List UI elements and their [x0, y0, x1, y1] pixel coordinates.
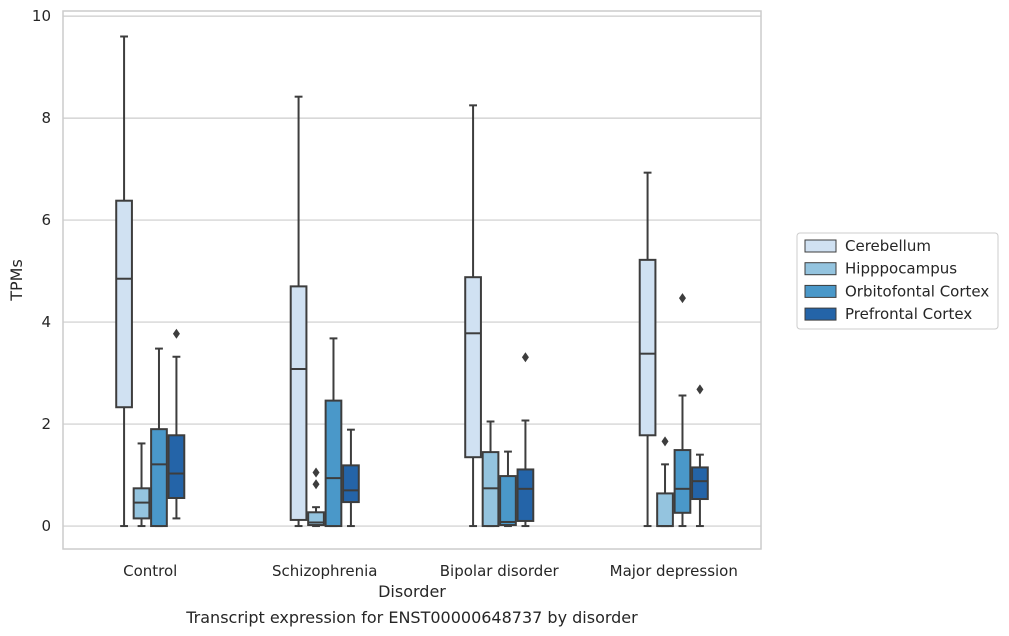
legend-swatch — [804, 284, 837, 298]
box-iqr — [324, 399, 343, 528]
box-orbitofontal-cortex — [324, 337, 343, 528]
legend-swatch — [804, 307, 837, 321]
box-iqr — [342, 464, 360, 504]
box-iqr — [289, 285, 308, 521]
legend-label: Cerebellum — [845, 237, 931, 255]
y-tick-label: 0 — [41, 517, 51, 535]
legend-frame — [796, 232, 999, 330]
outlier-point — [678, 293, 686, 304]
box-orbitofontal-cortex — [673, 293, 692, 528]
x-tick-labels: Control Schizophrenia Bipolar disorder Majo… — [123, 562, 738, 580]
y-tick-labels: 0 2 4 6 8 10 — [32, 7, 51, 535]
plot-boxes — [115, 35, 709, 528]
y-tick-label: 4 — [41, 313, 51, 331]
outlier-point — [661, 436, 669, 447]
y-tick-label: 2 — [41, 415, 51, 433]
box-iqr — [516, 468, 535, 522]
x-tick-label: Schizophrenia — [272, 562, 377, 580]
box-iqr — [691, 466, 709, 501]
box-prefrontal-cortex — [516, 352, 535, 528]
outlier-point — [521, 352, 529, 363]
x-tick-label: Control — [123, 562, 177, 580]
legend-label: Hipppocampus — [845, 260, 957, 278]
box-hipppocampus — [656, 436, 674, 528]
box-hipppocampus — [307, 467, 325, 528]
y-tick-label: 10 — [32, 7, 51, 25]
box-orbitofontal-cortex — [499, 450, 517, 528]
y-tick-label: 8 — [41, 109, 51, 127]
box-cerebellum — [464, 104, 482, 528]
legend-swatch — [804, 239, 837, 253]
y-tick-label: 6 — [41, 211, 51, 229]
box-hipppocampus — [132, 442, 151, 528]
outlier-point — [696, 384, 704, 395]
legend-label: Prefrontal Cortex — [845, 305, 972, 323]
box-iqr — [638, 258, 657, 437]
box-prefrontal-cortex — [167, 328, 186, 520]
box-iqr — [115, 199, 133, 409]
x-tick-label: Major depression — [610, 562, 738, 580]
box-cerebellum — [289, 95, 308, 528]
chart-caption: Transcript expression for ENST0000064873… — [185, 608, 638, 627]
outlier-point — [312, 467, 320, 478]
box-hipppocampus — [481, 420, 500, 528]
box-prefrontal-cortex — [342, 428, 360, 528]
outlier-point — [312, 479, 320, 490]
box-iqr — [464, 276, 482, 459]
box-cerebellum — [638, 171, 657, 528]
outlier-point — [172, 328, 180, 339]
legend-label: Orbitofontal Cortex — [845, 282, 989, 300]
box-iqr — [150, 428, 168, 528]
box-iqr — [167, 434, 186, 500]
box-iqr — [673, 449, 692, 514]
box-orbitofontal-cortex — [150, 347, 168, 528]
y-axis-label: TPMs — [7, 259, 26, 302]
box-iqr — [656, 492, 674, 528]
box-cerebellum — [115, 35, 133, 528]
x-axis-label: Disorder — [378, 582, 446, 601]
box-prefrontal-cortex — [691, 384, 709, 528]
box-iqr — [499, 475, 517, 527]
x-tick-label: Bipolar disorder — [440, 562, 560, 580]
legend-swatch — [804, 262, 837, 276]
legend: Cerebellum Hipppocampus Orbitofontal Corte… — [796, 232, 999, 330]
plot-frame — [62, 10, 762, 550]
